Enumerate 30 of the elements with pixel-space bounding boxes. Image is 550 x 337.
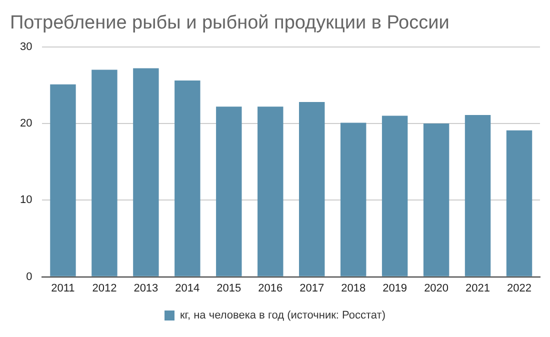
bar xyxy=(216,106,242,276)
bar xyxy=(382,116,408,276)
bar xyxy=(258,106,284,276)
bar xyxy=(92,70,118,276)
y-tick-label: 20 xyxy=(20,118,32,130)
x-tick-label: 2022 xyxy=(507,282,532,294)
legend-label: кг, на человека в год (источник: Росстат) xyxy=(180,310,386,322)
x-tick-label: 2016 xyxy=(258,282,283,294)
y-tick-label: 30 xyxy=(20,40,32,53)
x-tick-label: 2018 xyxy=(341,282,366,294)
x-tick-label: 2017 xyxy=(300,282,324,294)
x-tick-label: 2015 xyxy=(216,282,242,294)
x-tick-label: 2014 xyxy=(175,282,200,294)
x-tick-label: 2020 xyxy=(424,282,449,294)
bar xyxy=(340,122,366,276)
y-tick-label: 0 xyxy=(26,270,32,283)
bar xyxy=(133,68,159,276)
bar xyxy=(174,80,200,276)
chart-title: Потребление рыбы и рыбной продукции в России xyxy=(10,12,450,34)
bar xyxy=(506,130,532,276)
bar xyxy=(50,84,76,276)
x-tick-label: 2011 xyxy=(51,282,75,294)
bar xyxy=(423,123,450,276)
bar xyxy=(299,102,325,276)
x-tick-label: 2021 xyxy=(466,282,490,294)
bar xyxy=(464,115,491,276)
x-tick-label: 2019 xyxy=(382,282,408,294)
y-tick-label: 10 xyxy=(20,194,32,206)
x-tick-label: 2013 xyxy=(134,282,158,294)
x-tick-label: 2012 xyxy=(92,282,117,294)
